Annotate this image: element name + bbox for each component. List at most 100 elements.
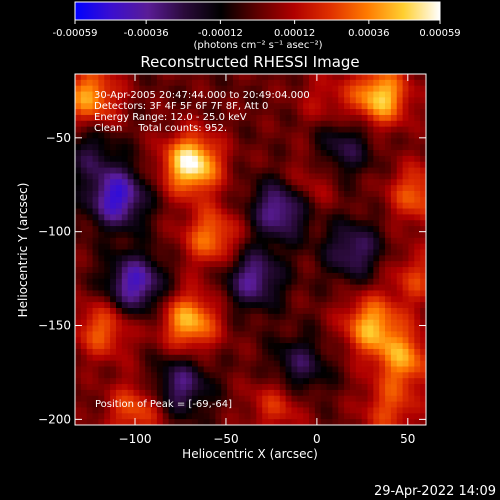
heatmap-cell <box>420 372 426 379</box>
heatmap-cell <box>414 255 421 262</box>
heatmap-cell <box>215 214 222 221</box>
heatmap-cell <box>110 173 117 180</box>
heatmap-cell <box>309 401 316 408</box>
heatmap-cell <box>279 97 286 104</box>
heatmap-cell <box>110 208 117 215</box>
heatmap-cell <box>80 272 88 280</box>
heatmap-cell <box>373 389 380 397</box>
heatmap-cell <box>244 401 251 408</box>
heatmap-cell <box>238 395 246 402</box>
heatmap-cell <box>349 85 357 92</box>
heatmap-cell <box>197 319 205 326</box>
heatmap-cell <box>121 389 129 397</box>
heatmap-cell <box>256 255 263 262</box>
heatmap-cell <box>390 284 398 291</box>
heatmap-cell <box>127 372 134 379</box>
heatmap-cell <box>139 319 146 326</box>
heatmap-cell <box>151 226 158 233</box>
heatmap-cell <box>86 91 93 98</box>
heatmap-cell <box>238 196 246 204</box>
heatmap-cell <box>156 231 164 239</box>
heatmap-cell <box>273 79 281 87</box>
heatmap-cell <box>145 109 152 116</box>
heatmap-cell <box>385 255 392 262</box>
heatmap-cell <box>156 360 164 367</box>
heatmap-cell <box>186 79 193 87</box>
heatmap-cell <box>250 389 257 397</box>
heatmap-cell <box>92 220 99 227</box>
heatmap-cell <box>250 126 257 133</box>
heatmap-cell <box>86 126 93 133</box>
heatmap-cell <box>408 354 415 362</box>
heatmap-cell <box>221 109 228 116</box>
heatmap-cell <box>156 325 164 332</box>
heatmap-cell <box>98 79 105 87</box>
heatmap-cell <box>115 249 123 256</box>
heatmap-cell <box>268 419 275 425</box>
heatmap-cell <box>156 267 164 274</box>
heatmap-cell <box>379 202 386 209</box>
heatmap-cell <box>332 267 339 274</box>
heatmap-cell <box>127 214 134 221</box>
heatmap-cell <box>314 243 322 250</box>
heatmap-cell <box>145 360 152 367</box>
heatmap-cell <box>139 161 146 168</box>
heatmap-cell <box>414 132 421 139</box>
heatmap-cell <box>75 401 82 408</box>
heatmap-cell <box>396 331 403 338</box>
heatmap-cell <box>162 255 169 262</box>
heatmap-cell <box>227 348 234 356</box>
heatmap-cell <box>104 302 111 309</box>
heatmap-cell <box>396 191 403 198</box>
heatmap-cell <box>268 401 275 408</box>
heatmap-cell <box>215 85 222 92</box>
heatmap-cell <box>110 85 117 92</box>
heatmap-cell <box>151 109 158 116</box>
heatmap-cell <box>75 114 82 122</box>
heatmap-cell <box>133 308 140 315</box>
heatmap-cell <box>197 249 205 256</box>
heatmap-cell <box>98 255 105 262</box>
heatmap-cell <box>162 407 169 414</box>
heatmap-cell <box>367 191 374 198</box>
heatmap-cell <box>338 360 345 367</box>
heatmap-cell <box>262 413 269 420</box>
heatmap-cell <box>285 278 292 285</box>
heatmap-cell <box>80 214 88 221</box>
heatmap-cell <box>92 226 99 233</box>
heatmap-cell <box>151 91 158 98</box>
heatmap-cell <box>227 378 234 385</box>
heatmap-cell <box>285 132 292 139</box>
heatmap-cell <box>244 302 251 309</box>
heatmap-cell <box>408 343 415 350</box>
heatmap-cell <box>338 331 345 338</box>
heatmap-cell <box>244 360 251 367</box>
heatmap-cell <box>332 208 339 215</box>
heatmap-cell <box>309 395 316 402</box>
heatmap-cell <box>180 150 187 157</box>
heatmap-cell <box>75 302 82 309</box>
heatmap-cell <box>344 243 351 250</box>
heatmap-cell <box>291 290 298 297</box>
heatmap-cell <box>320 202 327 209</box>
heatmap-cell <box>338 267 345 274</box>
heatmap-cell <box>373 202 380 209</box>
heatmap-cell <box>115 272 123 280</box>
heatmap-cell <box>303 407 310 414</box>
heatmap-cell <box>104 384 111 391</box>
heatmap-cell <box>402 167 409 174</box>
heatmap-cell <box>396 196 403 204</box>
heatmap-cell <box>186 196 193 204</box>
heatmap-cell <box>291 138 298 145</box>
heatmap-cell <box>104 97 111 104</box>
heatmap-cell <box>221 290 228 297</box>
heatmap-cell <box>309 243 316 250</box>
heatmap-cell <box>92 378 99 385</box>
heatmap-cell <box>355 109 363 116</box>
heatmap-cell <box>279 173 286 180</box>
heatmap-cell <box>75 237 82 245</box>
heatmap-cell <box>186 389 193 397</box>
heatmap-cell <box>115 103 123 110</box>
heatmap-cell <box>227 237 234 245</box>
heatmap-cell <box>355 401 363 408</box>
